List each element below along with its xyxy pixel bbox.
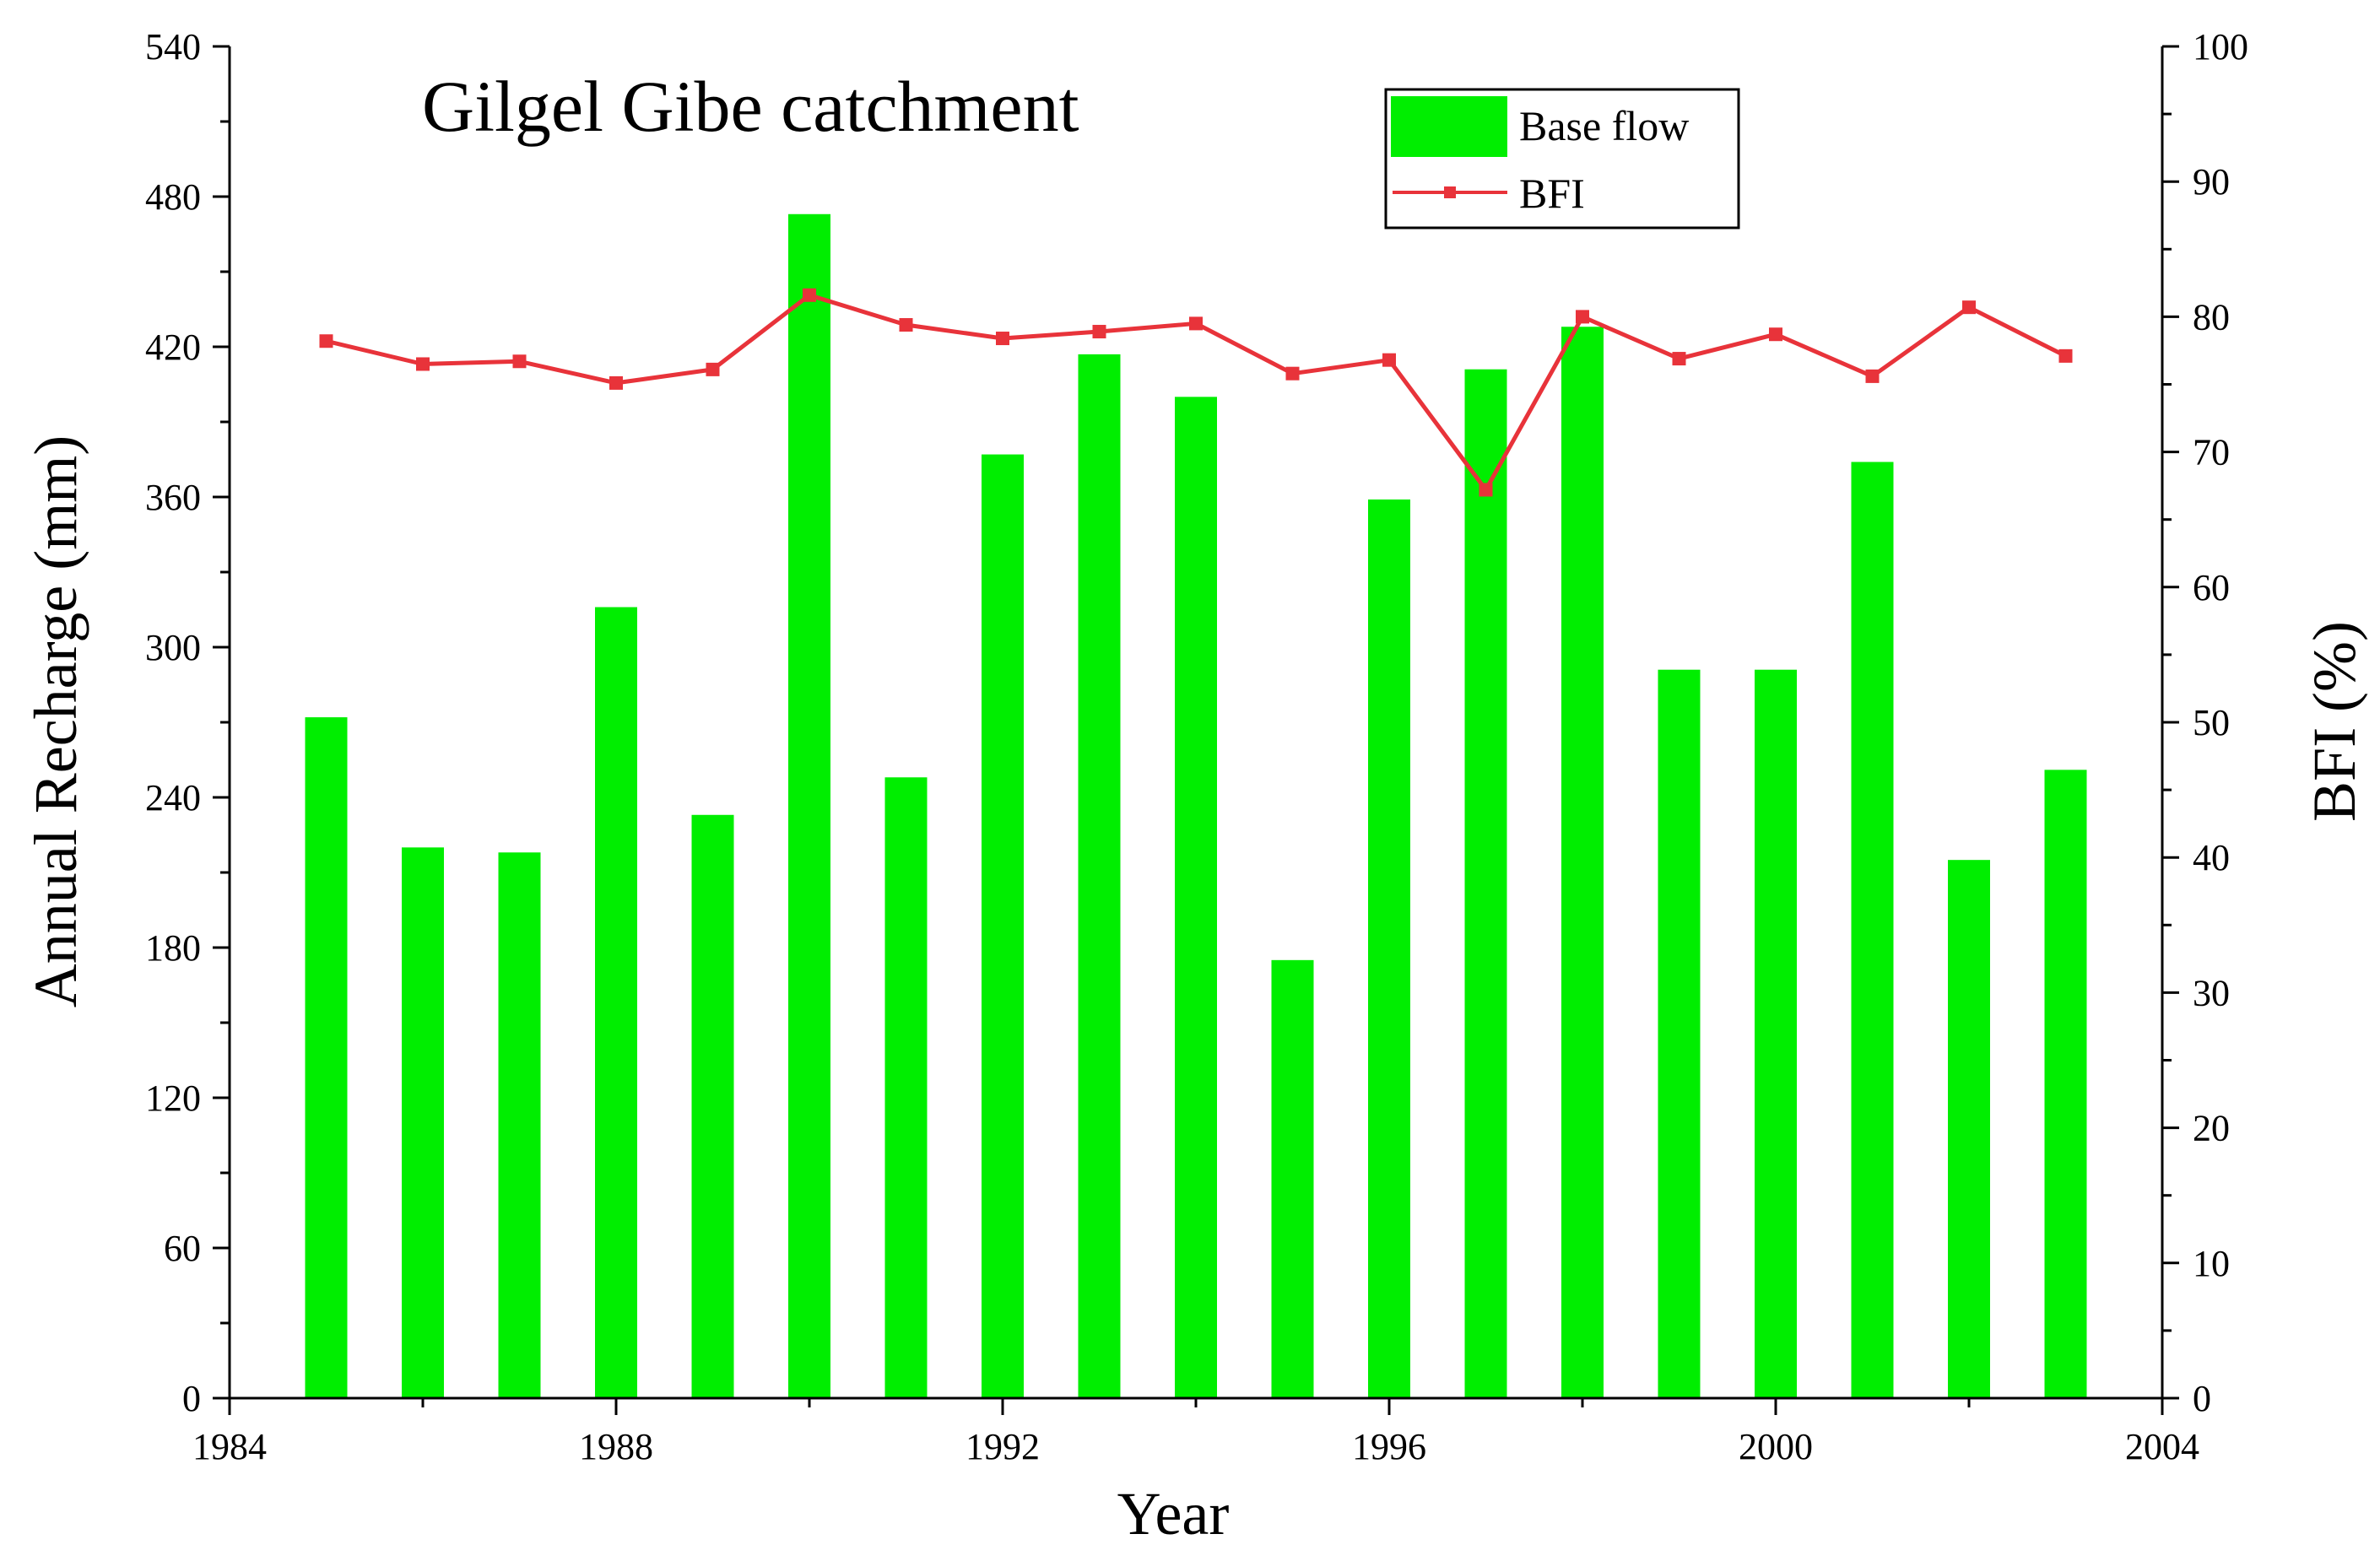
y2-tick-label-20: 20: [2193, 1108, 2230, 1149]
y2-tick-label-10: 10: [2193, 1243, 2230, 1284]
bar-base-flow-1991: [884, 777, 928, 1398]
bar-base-flow-1994: [1175, 397, 1217, 1398]
y-tick-label-240: 240: [145, 777, 201, 818]
legend-label-bfi: BFI: [1519, 170, 1585, 217]
bfi-point-1993: [1092, 325, 1106, 339]
x-tick-label-2000: 2000: [1739, 1426, 1813, 1467]
bfi-point-1995: [1285, 366, 1300, 381]
bfi-point-1997: [1479, 483, 1493, 497]
bar-base-flow-1995: [1271, 959, 1314, 1398]
legend-label-base-flow: Base flow: [1519, 102, 1689, 149]
bar-base-flow-1998: [1561, 327, 1604, 1399]
bars-layer: [305, 213, 2087, 1399]
bar-base-flow-1993: [1078, 354, 1121, 1398]
bfi-point-1988: [609, 375, 623, 390]
legend-swatch-base-flow: [1391, 96, 1507, 157]
y2-tick-label-80: 80: [2193, 296, 2230, 338]
y2-tick-label-50: 50: [2193, 702, 2230, 743]
bfi-point-1986: [416, 357, 430, 371]
y-tick-label-420: 420: [145, 327, 201, 368]
legend-swatch-bfi-marker: [1444, 186, 1456, 198]
bar-base-flow-1986: [402, 847, 444, 1398]
bar-base-flow-1992: [982, 454, 1024, 1398]
bfi-point-2003: [2058, 348, 2073, 363]
bfi-point-2000: [1769, 327, 1782, 342]
bfi-line-layer: [319, 288, 2073, 497]
y2-tick-label-60: 60: [2193, 567, 2230, 608]
y2-tick-label-100: 100: [2193, 26, 2248, 68]
x-tick-label-1984: 1984: [192, 1426, 267, 1467]
bar-base-flow-1990: [788, 213, 830, 1399]
y2-tick-label-0: 0: [2193, 1378, 2211, 1419]
y2-axis-title: BFI (%): [2301, 621, 2368, 822]
bfi-point-1996: [1382, 353, 1396, 367]
y-tick-label-60: 60: [164, 1228, 201, 1269]
chart-title: Gilgel Gibe catchment: [422, 66, 1079, 147]
bfi-point-1985: [319, 334, 333, 348]
bfi-point-2002: [1962, 300, 1976, 315]
bar-base-flow-2002: [1948, 860, 1990, 1398]
y2-tick-label-40: 40: [2193, 837, 2230, 878]
x-tick-label-1992: 1992: [966, 1426, 1040, 1467]
bar-base-flow-2003: [2044, 770, 2087, 1398]
bfi-point-1989: [706, 362, 720, 376]
bar-base-flow-1996: [1368, 499, 1410, 1398]
bfi-point-1990: [803, 288, 816, 302]
bar-base-flow-1988: [595, 607, 637, 1398]
bfi-point-1991: [899, 318, 913, 332]
bfi-point-1998: [1576, 310, 1589, 324]
bar-base-flow-1997: [1464, 369, 1507, 1399]
bar-base-flow-2000: [1755, 669, 1797, 1398]
bar-base-flow-1999: [1658, 669, 1701, 1398]
bar-base-flow-2001: [1851, 462, 1894, 1398]
y-tick-label-120: 120: [145, 1078, 201, 1119]
x-tick-label-2004: 2004: [2125, 1426, 2199, 1467]
bar-base-flow-1989: [691, 814, 734, 1398]
y-tick-label-360: 360: [145, 477, 201, 518]
y-tick-label-180: 180: [145, 927, 201, 969]
y2-tick-label-90: 90: [2193, 161, 2230, 203]
bfi-point-1992: [996, 332, 1009, 346]
bar-base-flow-1987: [498, 852, 541, 1398]
x-tick-label-1988: 1988: [579, 1426, 653, 1467]
x-tick-label-1996: 1996: [1352, 1426, 1426, 1467]
bfi-point-2001: [1865, 369, 1880, 383]
ticks-layer: 0 60 120 180 240 300 360 420 480 540 0 10 20 30 40 50 60…: [145, 26, 2248, 1467]
bfi-point-1987: [512, 354, 527, 369]
bfi-point-1994: [1189, 316, 1203, 331]
x-axis-title: Year: [1117, 1480, 1230, 1547]
y-tick-label-480: 480: [145, 176, 201, 218]
legend: Base flow BFI: [1384, 88, 1740, 230]
y-tick-label-540: 540: [145, 26, 201, 68]
y-axis-title: Annual Recharge (mm): [22, 435, 89, 1007]
y2-tick-label-70: 70: [2193, 432, 2230, 473]
y-tick-label-0: 0: [182, 1378, 201, 1419]
bar-base-flow-1985: [305, 717, 348, 1398]
y-tick-label-300: 300: [145, 627, 201, 668]
y2-tick-label-30: 30: [2193, 972, 2230, 1013]
bfi-point-1999: [1672, 352, 1686, 366]
